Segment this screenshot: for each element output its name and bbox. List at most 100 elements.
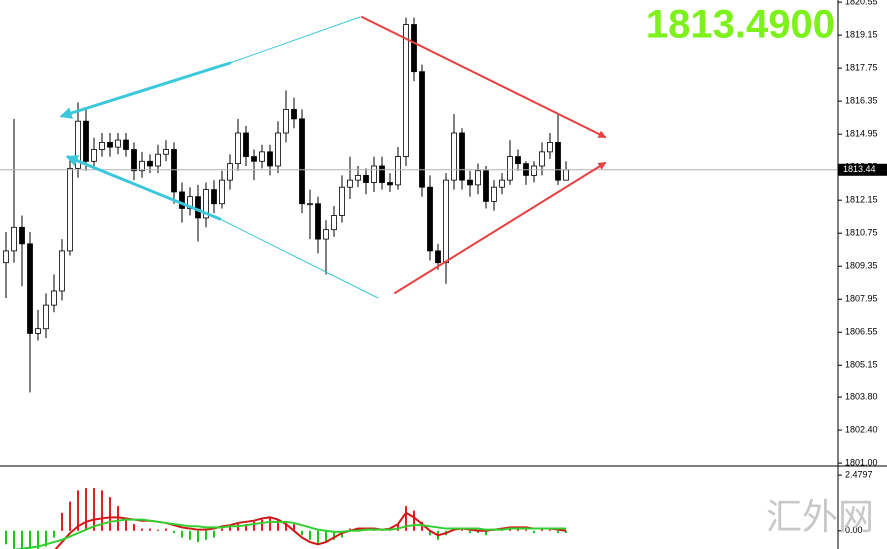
histogram-bar: [349, 528, 351, 531]
current-price-box: [838, 163, 887, 176]
candle-body: [307, 203, 313, 206]
candle-body: [211, 189, 217, 205]
histogram-bar: [397, 524, 399, 531]
candle-body: [179, 191, 185, 209]
y-tick-label: 1819.15: [845, 30, 878, 40]
histogram-bar: [109, 497, 111, 531]
histogram-bar: [213, 530, 215, 538]
candle-body: [291, 109, 297, 120]
histogram-bar: [557, 530, 559, 534]
watermark: 汇外网: [766, 497, 874, 538]
histogram-bar: [21, 530, 23, 549]
candle-body: [83, 120, 89, 162]
y-tick-label: 1806.55: [845, 327, 878, 337]
candle-body: [59, 250, 65, 292]
price-panel: [0, 17, 838, 393]
candle-body: [499, 179, 505, 188]
trendline: [65, 155, 222, 221]
candle-body: [99, 142, 105, 150]
y-tick-label: 1805.15: [845, 360, 878, 370]
candle-body: [43, 304, 49, 330]
candle-body: [347, 179, 353, 188]
candle-body: [483, 170, 489, 202]
y-tick-label: 1810.75: [845, 228, 878, 238]
histogram-bar: [525, 529, 527, 531]
histogram-bar: [5, 530, 7, 545]
candle-body: [139, 160, 145, 172]
histogram-bar: [405, 506, 407, 531]
histogram-bar: [133, 524, 135, 531]
candle-body: [403, 24, 409, 157]
y2-tick-label: 2.4797: [845, 469, 873, 479]
candle-body: [427, 186, 433, 252]
candle-body: [531, 165, 537, 176]
histogram-bar: [253, 521, 255, 531]
candle-body: [51, 290, 57, 306]
candle-body: [171, 149, 177, 193]
histogram-bar: [301, 530, 303, 536]
candle-body: [259, 151, 265, 162]
y-tick-label: 1802.40: [845, 424, 878, 434]
candle-body: [123, 139, 129, 150]
candle-body: [387, 182, 393, 186]
candle-body: [379, 165, 385, 183]
candle-body: [371, 165, 377, 183]
histogram-bar: [293, 524, 295, 531]
candle-body: [115, 139, 121, 148]
histogram-bar: [157, 529, 159, 531]
histogram-bar: [117, 506, 119, 531]
candle-body: [75, 120, 81, 169]
candle-body: [419, 71, 425, 188]
histogram-bar: [29, 530, 31, 549]
candle-body: [155, 153, 161, 167]
candle-body: [539, 151, 545, 167]
candle-body: [275, 132, 281, 167]
trendline: [59, 61, 232, 119]
candle-body: [475, 170, 481, 186]
trendline: [394, 162, 607, 294]
histogram-bar: [309, 530, 311, 540]
histogram-bar: [93, 488, 95, 531]
y-tick-label: 1820.55: [845, 0, 878, 6]
candle-body: [331, 215, 337, 231]
candle-body: [315, 203, 321, 240]
histogram-bar: [333, 530, 335, 540]
y-tick-label: 1807.95: [845, 294, 878, 304]
candle-body: [323, 229, 329, 240]
histogram-bar: [277, 519, 279, 531]
candle-body: [459, 132, 465, 181]
y-tick-label: 1816.35: [845, 96, 878, 106]
candle-body: [267, 151, 273, 167]
candle-body: [163, 149, 169, 155]
histogram-bar: [125, 519, 127, 531]
candle-body: [355, 175, 361, 181]
histogram-bar: [357, 528, 359, 531]
histogram-bar: [61, 512, 63, 531]
candle-body: [299, 118, 305, 205]
candle-body: [451, 132, 457, 181]
histogram-bar: [165, 528, 167, 531]
histogram-bar: [461, 528, 463, 531]
trendline: [229, 16, 361, 64]
candle-body: [147, 160, 153, 167]
histogram-bar: [429, 530, 431, 536]
histogram-bar: [77, 490, 79, 531]
candle-body: [227, 163, 233, 181]
candle-body: [131, 149, 137, 172]
histogram-bar: [197, 530, 199, 543]
histogram-bar: [69, 501, 71, 531]
candle-body: [203, 189, 209, 219]
histogram-bar: [53, 530, 55, 538]
histogram-bar: [205, 530, 207, 540]
candle-body: [19, 226, 25, 245]
histogram-bar: [149, 528, 151, 531]
histogram-bar: [413, 510, 415, 531]
histogram-bar: [245, 524, 247, 531]
y-tick-label: 1817.75: [845, 63, 878, 73]
candle-body: [235, 132, 241, 165]
candle-body: [515, 156, 521, 165]
candle-body: [91, 149, 97, 162]
histogram-bar: [285, 521, 287, 531]
